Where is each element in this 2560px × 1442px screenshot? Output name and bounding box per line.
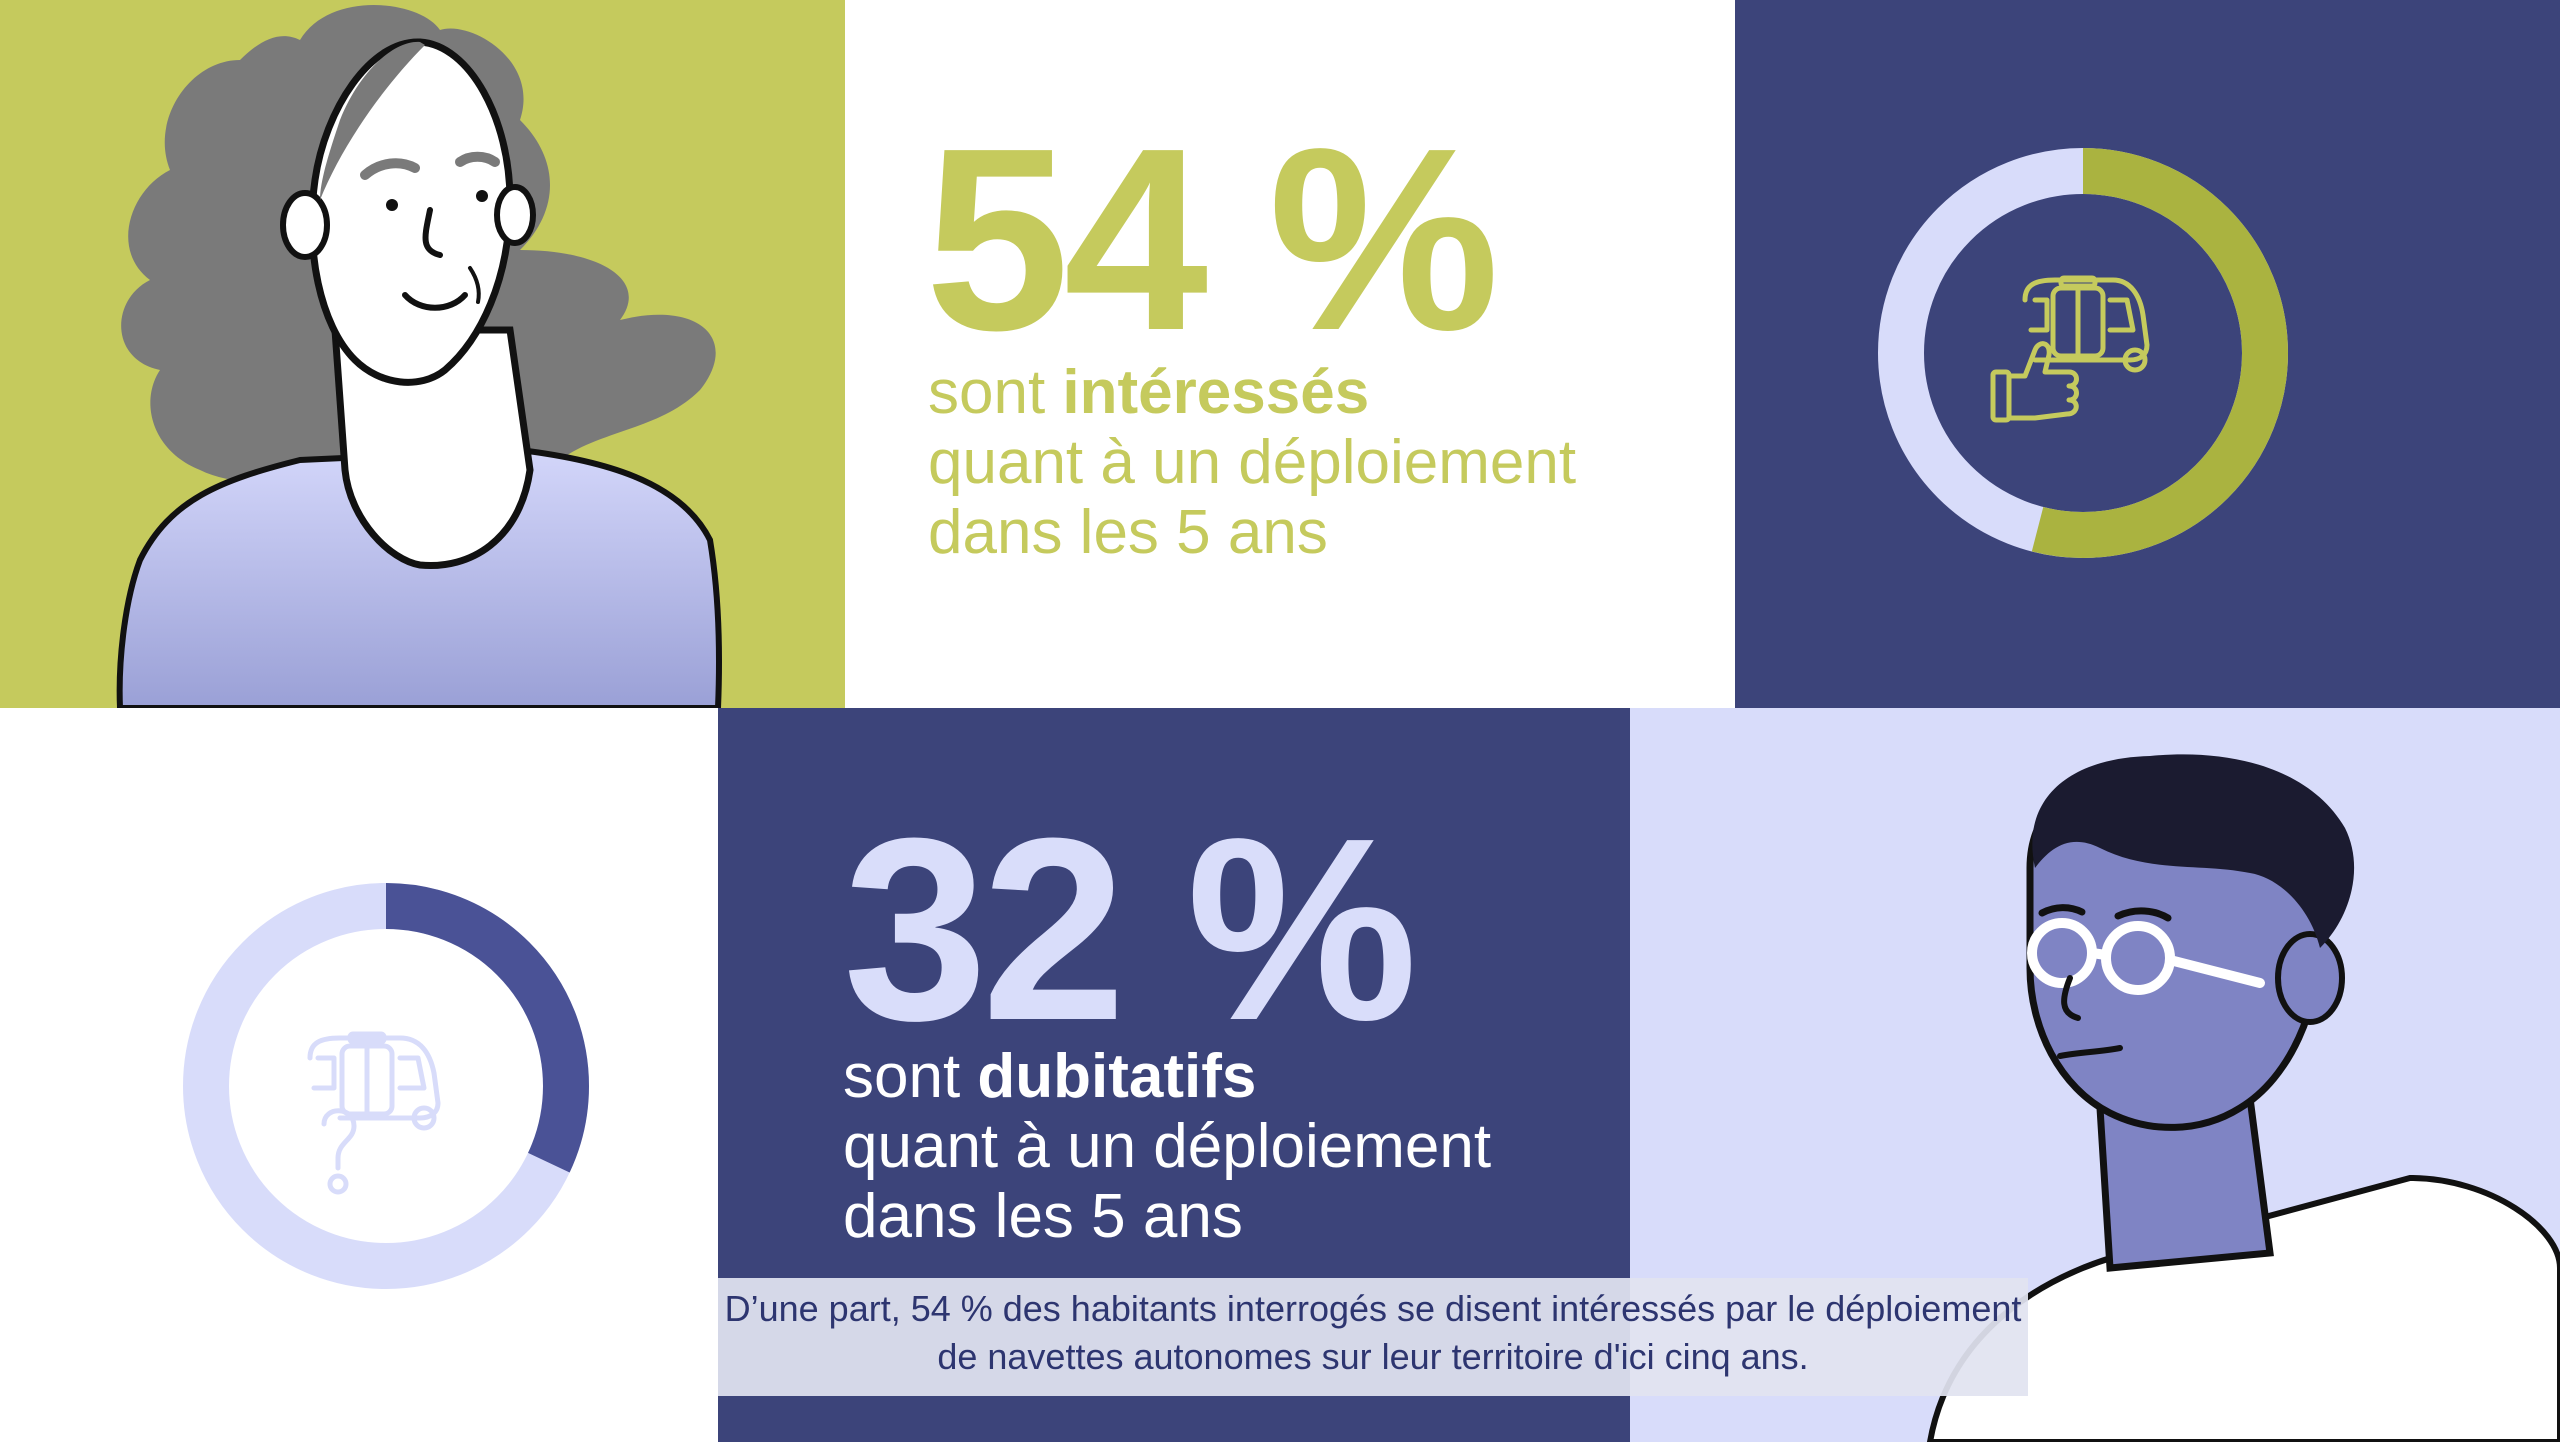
stat-interested-description: sont intéressés quant à un déploiement d… [928, 358, 1576, 568]
donut-interested-arc [1878, 148, 2288, 558]
donut-doubtful-arc [183, 883, 589, 1289]
man-illustration [1926, 754, 2560, 1442]
stat-doubtful-keyword: dubitatifs [977, 1042, 1257, 1111]
stat-doubtful-description: sont dubitatifs quant à un déploiement d… [843, 1042, 1491, 1252]
subtitle-line2: de navettes autonomes sur leur territoir… [937, 1336, 1809, 1377]
donut-doubtful-panel [0, 708, 718, 1442]
subtitle: D’une part, 54 % des habitants interrogé… [718, 1285, 2028, 1381]
shuttle-question-icon [307, 1031, 441, 1195]
stat-doubtful-percent: 32 % [843, 785, 1418, 1075]
stat-interested-line2: quant à un déploiement [928, 428, 1577, 497]
stat-interested-panel: 54 % sont intéressés quant à un déploiem… [845, 0, 1735, 708]
subtitle-background [718, 1278, 2028, 1396]
donut-interested-panel [1735, 0, 2560, 708]
woman-illustration-panel [0, 0, 845, 708]
stat-doubtful-line1-prefix: sont [843, 1042, 978, 1111]
donut-interested [1878, 148, 2288, 558]
subtitle-line1: D’une part, 54 % des habitants interrogé… [724, 1288, 2022, 1329]
shuttle-thumbs-up-icon [1990, 275, 2150, 423]
stat-interested-line1-prefix: sont [928, 358, 1063, 427]
stat-doubtful-line2: quant à un déploiement [843, 1112, 1492, 1181]
stat-interested-line3: dans les 5 ans [928, 498, 1328, 567]
stat-interested-keyword: intéressés [1062, 358, 1370, 427]
stat-doubtful-line3: dans les 5 ans [843, 1182, 1243, 1251]
woman-illustration [116, 5, 723, 708]
donut-doubtful [183, 883, 589, 1289]
stat-interested-percent: 54 % [925, 95, 1500, 385]
